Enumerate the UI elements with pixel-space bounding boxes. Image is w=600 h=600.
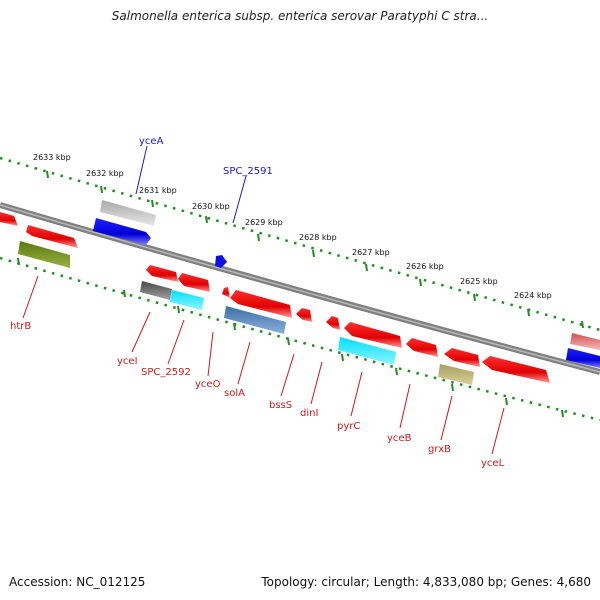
accession-text: Accession: NC_012125	[9, 575, 146, 589]
gene-feature	[230, 290, 292, 318]
gene-feature	[178, 273, 210, 292]
gene-feature	[93, 218, 151, 245]
scale-label: 2628 kbp	[299, 233, 337, 242]
genome-backbone-highlight	[0, 204, 600, 373]
gene-feature	[296, 308, 312, 322]
gene-feature	[170, 290, 204, 310]
gene-label: yceA	[139, 136, 164, 147]
gene-label: grxB	[428, 444, 451, 455]
gene-feature	[438, 364, 474, 385]
top-gene-labels: yceA SPC_2591	[139, 136, 273, 177]
gene-feature	[482, 356, 550, 383]
gene-feature	[222, 287, 230, 298]
gene-label: pyrC	[337, 421, 360, 432]
scale-label: 2627 kbp	[352, 248, 390, 257]
gene-label: solA	[224, 388, 245, 399]
gene-label: yceO	[195, 379, 221, 390]
genome-backbone	[0, 202, 600, 375]
gene-feature	[338, 337, 396, 365]
gene-feature	[444, 348, 480, 367]
genome-summary-text: Topology: circular; Length: 4,833,080 bp…	[261, 575, 591, 589]
gene-label: bssS	[269, 400, 292, 411]
gene-label: dinI	[300, 408, 318, 419]
bottom-leader-lines	[22, 275, 505, 455]
reverse-strand-features[interactable]	[18, 241, 550, 385]
scale-label: 2624 kbp	[514, 291, 552, 300]
inner-scale-ring	[0, 256, 600, 422]
gene-feature	[215, 255, 227, 268]
map-title: Salmonella enterica subsp. enterica sero…	[111, 9, 489, 23]
gene-feature	[0, 212, 18, 226]
scale-label: 2625 kbp	[460, 277, 498, 286]
gene-feature	[26, 225, 78, 248]
gene-feature	[140, 281, 172, 300]
scale-label: 2631 kbp	[139, 186, 177, 195]
gene-feature	[224, 306, 286, 334]
outer-major-ticks	[46, 170, 584, 329]
top-leader-lines	[135, 145, 247, 224]
scale-label: 2630 kbp	[192, 202, 230, 211]
outer-scale-ring	[0, 156, 600, 332]
bottom-gene-labels: htrB yceI SPC_2592 yceO solA bssS dinI p…	[10, 321, 505, 469]
gene-label: SPC_2591	[223, 166, 273, 177]
gene-feature	[326, 316, 340, 330]
gene-feature	[566, 348, 600, 368]
gene-label: SPC_2592	[141, 367, 191, 378]
scale-labels: 2633 kbp 2632 kbp 2631 kbp 2630 kbp 2629…	[33, 153, 552, 300]
gene-feature	[18, 241, 70, 268]
gene-feature	[570, 333, 600, 350]
forward-strand-features[interactable]	[0, 200, 600, 368]
scale-label: 2626 kbp	[406, 262, 444, 271]
scale-label: 2632 kbp	[86, 169, 124, 178]
gene-label: htrB	[10, 321, 31, 332]
gene-label: yceB	[387, 433, 412, 444]
gene-feature	[344, 322, 402, 348]
scale-label: 2629 kbp	[245, 218, 283, 227]
scale-label: 2633 kbp	[33, 153, 71, 162]
inner-major-ticks	[17, 257, 564, 418]
gene-feature	[100, 200, 156, 226]
gene-feature	[146, 265, 178, 282]
gene-feature	[406, 338, 438, 357]
gene-label: yceI	[117, 356, 138, 367]
gene-label: yceL	[481, 458, 505, 469]
